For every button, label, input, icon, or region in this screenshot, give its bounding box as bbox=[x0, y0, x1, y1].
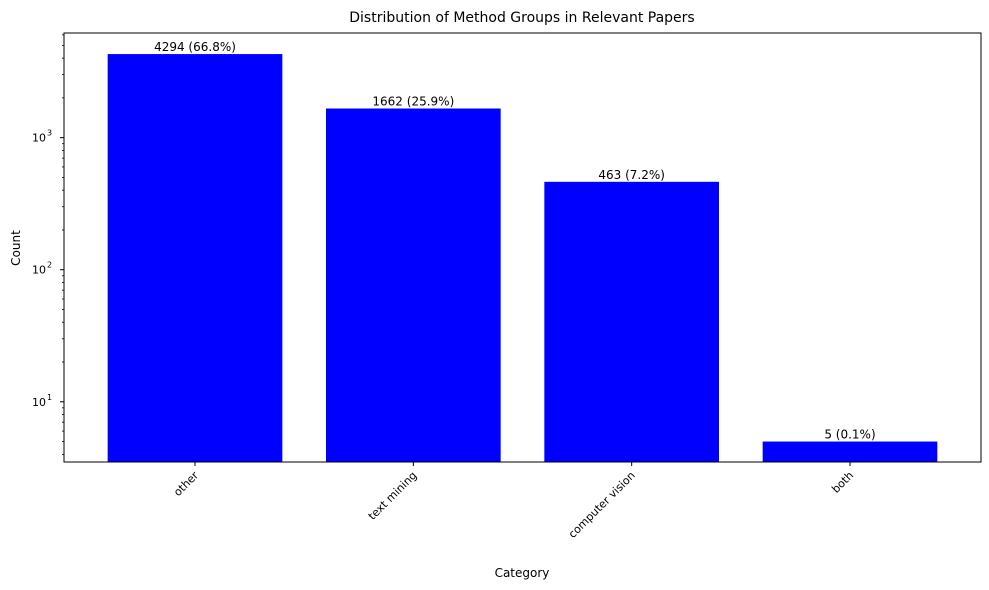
bar-3 bbox=[762, 441, 938, 462]
x-tick-label-0: other bbox=[171, 469, 201, 499]
y-axis-label: Count bbox=[9, 230, 23, 266]
y-tick-label-0: 10 bbox=[32, 396, 46, 409]
y-tick-label-2: 10 bbox=[32, 132, 46, 145]
bar-value-label-3: 5 (0.1%) bbox=[824, 428, 875, 442]
bar-value-label-1: 1662 (25.9%) bbox=[372, 95, 454, 109]
y-tick-exponent-0: 1 bbox=[47, 393, 52, 402]
y-tick-exponent-1: 2 bbox=[47, 261, 52, 270]
bar-1 bbox=[326, 108, 501, 463]
bar-0 bbox=[107, 54, 283, 462]
x-tick-label-1: text mining bbox=[366, 469, 420, 523]
y-tick-label-1: 10 bbox=[32, 264, 46, 277]
x-axis-label: Category bbox=[495, 566, 550, 580]
x-axis: other text mining computer vision both bbox=[171, 462, 856, 541]
bar-value-label-2: 463 (7.2%) bbox=[598, 168, 665, 182]
bar-labels-group: 4294 (66.8%) 1662 (25.9%) 463 (7.2%) 5 (0.1… bbox=[154, 40, 876, 441]
x-tick-label-3: both bbox=[829, 469, 856, 496]
plot-frame bbox=[63, 32, 982, 463]
y-tick-exponent-2: 3 bbox=[47, 129, 52, 138]
chart-title: Distribution of Method Groups in Relevan… bbox=[349, 10, 694, 26]
bars-group bbox=[107, 54, 938, 463]
bar-value-label-0: 4294 (66.8%) bbox=[154, 40, 236, 54]
x-tick-label-2: computer vision bbox=[566, 469, 638, 541]
bar-2 bbox=[544, 181, 719, 462]
